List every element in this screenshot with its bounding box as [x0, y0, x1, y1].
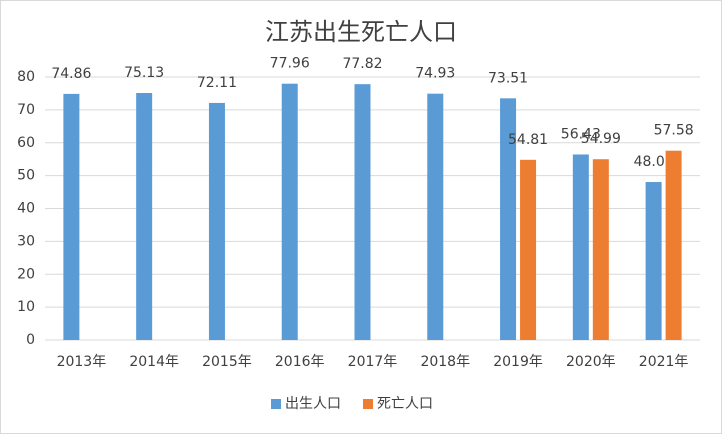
- x-tick-label: 2020年: [566, 354, 616, 370]
- bar: [63, 93, 80, 340]
- data-label: 73.51: [488, 70, 528, 86]
- y-tick-label: 50: [17, 168, 35, 184]
- y-tick-label: 20: [17, 266, 35, 282]
- data-label: 57.58: [654, 123, 694, 139]
- data-label: 48.05: [634, 154, 674, 170]
- data-label: 56.43: [561, 126, 601, 142]
- bar: [500, 98, 517, 340]
- data-label: 74.93: [415, 66, 455, 82]
- bar: [427, 93, 444, 340]
- x-tick-label: 2013年: [57, 354, 107, 370]
- bar: [572, 154, 589, 340]
- data-label: 54.81: [508, 132, 548, 148]
- x-tick-label: 2021年: [639, 354, 689, 370]
- x-tick-label: 2018年: [420, 354, 470, 370]
- data-label: 72.11: [197, 75, 237, 91]
- y-tick-label: 0: [26, 332, 35, 348]
- y-tick-label: 70: [17, 102, 35, 118]
- x-tick-label: 2014年: [129, 354, 179, 370]
- y-tick-label: 60: [17, 135, 35, 151]
- data-label: 77.96: [270, 56, 310, 72]
- bar: [136, 93, 153, 340]
- data-label: 75.13: [124, 65, 164, 81]
- y-tick-label: 40: [17, 201, 35, 217]
- bar: [281, 83, 298, 341]
- bar: [645, 182, 662, 340]
- x-tick-label: 2017年: [348, 354, 398, 370]
- data-label: 54.99: [581, 131, 621, 147]
- x-tick-label: 2019年: [493, 354, 543, 370]
- y-tick-label: 10: [17, 299, 35, 315]
- bar: [665, 150, 682, 340]
- bar: [208, 102, 225, 340]
- bar: [520, 159, 537, 340]
- data-label: 74.86: [51, 66, 91, 82]
- legend-label: 出生人口: [285, 396, 341, 412]
- x-tick-label: 2015年: [202, 354, 252, 370]
- y-tick-label: 80: [17, 69, 35, 85]
- bar: [592, 159, 609, 340]
- legend-swatch: [363, 399, 373, 409]
- y-tick-label: 30: [17, 233, 35, 249]
- x-tick-label: 2016年: [275, 354, 325, 370]
- bar: [354, 84, 371, 340]
- data-label: 77.82: [342, 56, 382, 72]
- legend-swatch: [271, 399, 281, 409]
- chart-title: 江苏出生死亡人口: [265, 18, 457, 46]
- legend-label: 死亡人口: [377, 396, 433, 412]
